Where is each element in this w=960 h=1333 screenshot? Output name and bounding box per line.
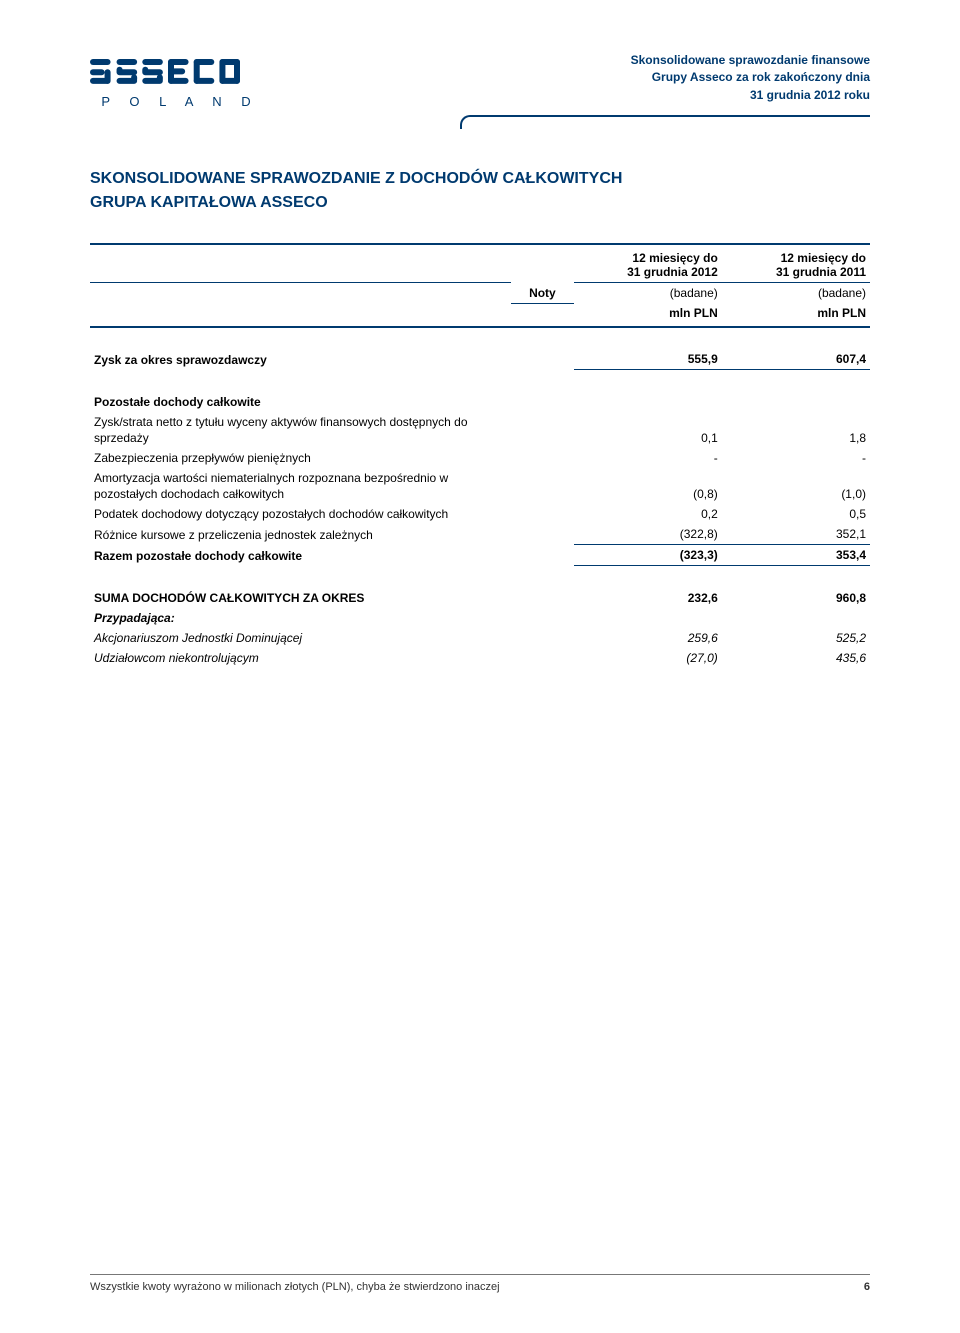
row-label: Amortyzacja wartości niematerialnych roz…	[90, 468, 511, 504]
title-line: GRUPA KAPITAŁOWA ASSECO	[90, 191, 870, 215]
table-row: Akcjonariuszom Jednostki Dominującej 259…	[90, 628, 870, 648]
header-line: Skonsolidowane sprawozdanie finansowe	[631, 52, 870, 69]
col-noty-header: Noty	[511, 244, 573, 303]
row-label: Zysk za okres sprawozdawczy	[90, 349, 511, 370]
row-label: Przypadająca:	[90, 608, 511, 628]
table-row: Zysk za okres sprawozdawczy 555,9 607,4	[90, 349, 870, 370]
row-val: 435,6	[722, 648, 870, 668]
row-label: Różnice kursowe z przeliczenia jednostek…	[90, 524, 511, 545]
table-row: Różnice kursowe z przeliczenia jednostek…	[90, 524, 870, 545]
row-val: 607,4	[722, 349, 870, 370]
badane-2: (badane)	[722, 283, 870, 304]
unit-2: mln PLN	[722, 303, 870, 327]
table-row: Podatek dochodowy dotyczący pozostałych …	[90, 504, 870, 524]
header-right: Skonsolidowane sprawozdanie finansowe Gr…	[631, 50, 870, 104]
row-label: Zysk/strata netto z tytułu wyceny aktywó…	[90, 412, 511, 448]
income-table: Noty 12 miesięcy do 31 grudnia 2012 12 m…	[90, 243, 870, 668]
row-val: (0,8)	[574, 468, 722, 504]
row-val: -	[574, 448, 722, 468]
table-header-row: Noty 12 miesięcy do 31 grudnia 2012 12 m…	[90, 244, 870, 283]
period2-l2: 31 grudnia 2011	[776, 265, 866, 279]
logo-subtext: P O L A N D	[101, 94, 258, 109]
row-val: (27,0)	[574, 648, 722, 668]
row-val: 1,8	[722, 412, 870, 448]
row-label: Razem pozostałe dochody całkowite	[90, 545, 511, 566]
row-val: 259,6	[574, 628, 722, 648]
table-row: Pozostałe dochody całkowite	[90, 392, 870, 412]
period1-l2: 31 grudnia 2012	[627, 265, 718, 279]
unit-1: mln PLN	[574, 303, 722, 327]
row-label: Udziałowcom niekontrolującym	[90, 648, 511, 668]
row-val: 555,9	[574, 349, 722, 370]
row-val: 0,5	[722, 504, 870, 524]
table-row: Amortyzacja wartości niematerialnych roz…	[90, 468, 870, 504]
asseco-logo-icon	[90, 50, 270, 92]
table-row: Razem pozostałe dochody całkowite (323,3…	[90, 545, 870, 566]
row-val: 0,1	[574, 412, 722, 448]
table-row: Udziałowcom niekontrolującym (27,0) 435,…	[90, 648, 870, 668]
row-label: Zabezpieczenia przepływów pieniężnych	[90, 448, 511, 468]
table-row: SUMA DOCHODÓW CAŁKOWITYCH ZA OKRES 232,6…	[90, 588, 870, 608]
row-val: 352,1	[722, 524, 870, 545]
page: P O L A N D Skonsolidowane sprawozdanie …	[0, 0, 960, 1333]
row-val: (1,0)	[722, 468, 870, 504]
footer-text: Wszystkie kwoty wyrażono w milionach zło…	[90, 1281, 500, 1293]
row-label: Akcjonariuszom Jednostki Dominującej	[90, 628, 511, 648]
title-line: SKONSOLIDOWANE SPRAWOZDANIE Z DOCHODÓW C…	[90, 167, 870, 191]
row-label: Podatek dochodowy dotyczący pozostałych …	[90, 504, 511, 524]
page-footer: Wszystkie kwoty wyrażono w milionach zło…	[90, 1274, 870, 1293]
title-block: SKONSOLIDOWANE SPRAWOZDANIE Z DOCHODÓW C…	[90, 167, 870, 215]
section-header: Pozostałe dochody całkowite	[90, 392, 511, 412]
period2-l1: 12 miesięcy do	[781, 251, 866, 265]
table-header-row: mln PLN mln PLN	[90, 303, 870, 327]
row-val: 232,6	[574, 588, 722, 608]
period1-l1: 12 miesięcy do	[632, 251, 717, 265]
table-row: Zabezpieczenia przepływów pieniężnych - …	[90, 448, 870, 468]
header-rule	[460, 115, 870, 129]
table-row: Zysk/strata netto z tytułu wyceny aktywó…	[90, 412, 870, 448]
logo: P O L A N D	[90, 50, 270, 109]
row-val: (323,3)	[574, 545, 722, 566]
row-label: SUMA DOCHODÓW CAŁKOWITYCH ZA OKRES	[90, 588, 511, 608]
table-row: Przypadająca:	[90, 608, 870, 628]
header-line: 31 grudnia 2012 roku	[631, 87, 870, 104]
table-header-row: (badane) (badane)	[90, 283, 870, 304]
page-header: P O L A N D Skonsolidowane sprawozdanie …	[90, 50, 870, 109]
page-number: 6	[864, 1281, 870, 1293]
row-val: 525,2	[722, 628, 870, 648]
row-val: -	[722, 448, 870, 468]
badane-1: (badane)	[574, 283, 722, 304]
header-line: Grupy Asseco za rok zakończony dnia	[631, 69, 870, 86]
row-val: (322,8)	[574, 524, 722, 545]
row-val: 0,2	[574, 504, 722, 524]
row-val: 353,4	[722, 545, 870, 566]
row-val: 960,8	[722, 588, 870, 608]
